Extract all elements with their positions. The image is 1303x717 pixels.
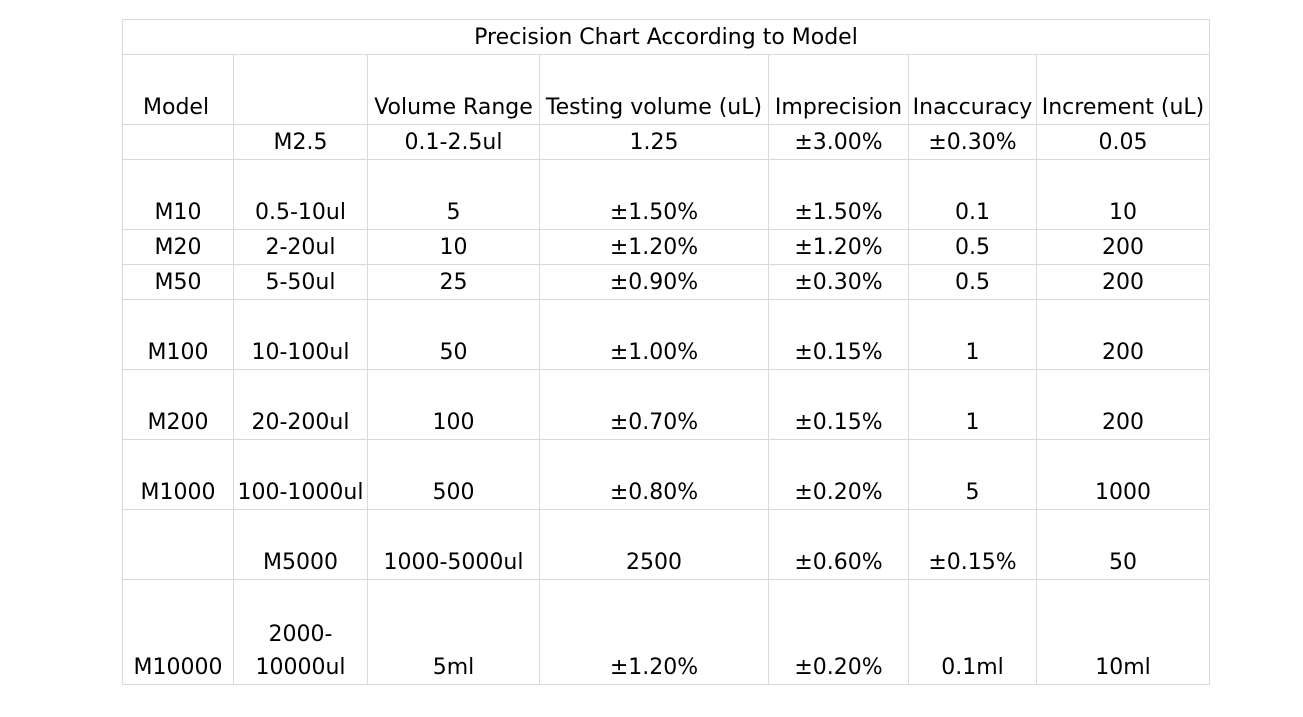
- table-cell: [122, 509, 234, 580]
- table-row: M100 10-100ul 50 ±1.00% ±0.15% 1 200: [122, 299, 1210, 370]
- table-row: M1000 100-1000ul 500 ±0.80% ±0.20% 5 100…: [122, 439, 1210, 510]
- table-cell: 0.5-10ul: [233, 159, 368, 230]
- title-row: Precision Chart According to Model: [122, 19, 1210, 55]
- column-header-volume-range: Volume Range: [367, 54, 540, 125]
- table-cell: 10: [1036, 159, 1210, 230]
- table-cell: 1000: [1036, 439, 1210, 510]
- table-cell: 5ml: [367, 579, 540, 685]
- table-cell: M50: [122, 264, 234, 300]
- table-cell: ±1.20%: [768, 229, 909, 265]
- table-cell: ±0.30%: [768, 264, 909, 300]
- table-cell: 0.1-2.5ul: [367, 124, 540, 160]
- table-cell: 200: [1036, 229, 1210, 265]
- table-cell: M10: [122, 159, 234, 230]
- table-cell: ±0.20%: [768, 579, 909, 685]
- table-cell: 2000-10000ul: [233, 579, 368, 685]
- table-cell: ±0.80%: [539, 439, 769, 510]
- table-cell: M10000: [122, 579, 234, 685]
- table-cell: 0.5: [908, 229, 1037, 265]
- table-cell: 25: [367, 264, 540, 300]
- table-cell: 1000-5000ul: [367, 509, 540, 580]
- table-cell: M100: [122, 299, 234, 370]
- table-cell: ±1.00%: [539, 299, 769, 370]
- table-row: M10000 2000-10000ul 5ml ±1.20% ±0.20% 0.…: [122, 579, 1210, 685]
- column-header-model: Model: [122, 54, 234, 125]
- table-cell: 0.1ml: [908, 579, 1037, 685]
- table-cell: ±0.30%: [908, 124, 1037, 160]
- table-cell: 0.1: [908, 159, 1037, 230]
- table-cell: 200: [1036, 264, 1210, 300]
- table-row: M10 0.5-10ul 5 ±1.50% ±1.50% 0.1 10: [122, 159, 1210, 230]
- table-cell: M200: [122, 369, 234, 440]
- table-row: M2.5 0.1-2.5ul 1.25 ±3.00% ±0.30% 0.05: [122, 124, 1210, 160]
- table-cell: ±1.50%: [768, 159, 909, 230]
- table-cell: ±0.15%: [768, 369, 909, 440]
- table-cell: M2.5: [233, 124, 368, 160]
- table-cell: 10ml: [1036, 579, 1210, 685]
- table-cell: ±0.90%: [539, 264, 769, 300]
- table-cell: 5-50ul: [233, 264, 368, 300]
- table-cell: 1.25: [539, 124, 769, 160]
- table-cell: 1: [908, 299, 1037, 370]
- precision-chart-table: Precision Chart According to Model Model…: [122, 19, 1210, 685]
- table-cell: 0.5: [908, 264, 1037, 300]
- table-cell: 20-200ul: [233, 369, 368, 440]
- table-cell: 10: [367, 229, 540, 265]
- table-cell: 2-20ul: [233, 229, 368, 265]
- table-cell: M20: [122, 229, 234, 265]
- table-row: M200 20-200ul 100 ±0.70% ±0.15% 1 200: [122, 369, 1210, 440]
- table-cell: 5: [908, 439, 1037, 510]
- table-cell: ±1.20%: [539, 579, 769, 685]
- table-cell: 0.05: [1036, 124, 1210, 160]
- table-row: M20 2-20ul 10 ±1.20% ±1.20% 0.5 200: [122, 229, 1210, 265]
- table-cell: ±3.00%: [768, 124, 909, 160]
- table-cell: [122, 124, 234, 160]
- table-cell: ±0.20%: [768, 439, 909, 510]
- table-cell: 500: [367, 439, 540, 510]
- table-cell: 50: [1036, 509, 1210, 580]
- table-row: M5000 1000-5000ul 2500 ±0.60% ±0.15% 50: [122, 509, 1210, 580]
- table-cell: ±0.15%: [908, 509, 1037, 580]
- table-title: Precision Chart According to Model: [122, 19, 1210, 55]
- header-row: Model Volume Range Testing volume (uL) I…: [122, 54, 1210, 125]
- column-header-imprecision: Imprecision: [768, 54, 909, 125]
- table-cell: 10-100ul: [233, 299, 368, 370]
- table-cell: 200: [1036, 369, 1210, 440]
- table-cell: ±1.20%: [539, 229, 769, 265]
- table-cell: 1: [908, 369, 1037, 440]
- table-row: M50 5-50ul 25 ±0.90% ±0.30% 0.5 200: [122, 264, 1210, 300]
- table-cell: M1000: [122, 439, 234, 510]
- column-header-increment: Increment (uL): [1036, 54, 1210, 125]
- table-cell: ±1.50%: [539, 159, 769, 230]
- table-cell: 5: [367, 159, 540, 230]
- table-cell: M5000: [233, 509, 368, 580]
- column-header-inaccuracy: Inaccuracy: [908, 54, 1037, 125]
- table-cell: ±0.70%: [539, 369, 769, 440]
- table-cell: 100: [367, 369, 540, 440]
- table-cell: ±0.60%: [768, 509, 909, 580]
- column-header-testing-volume: Testing volume (uL): [539, 54, 769, 125]
- column-header-blank: [233, 54, 368, 125]
- table-cell: 200: [1036, 299, 1210, 370]
- table-cell: 2500: [539, 509, 769, 580]
- table-cell: 100-1000ul: [233, 439, 368, 510]
- table-cell: 50: [367, 299, 540, 370]
- table-cell: ±0.15%: [768, 299, 909, 370]
